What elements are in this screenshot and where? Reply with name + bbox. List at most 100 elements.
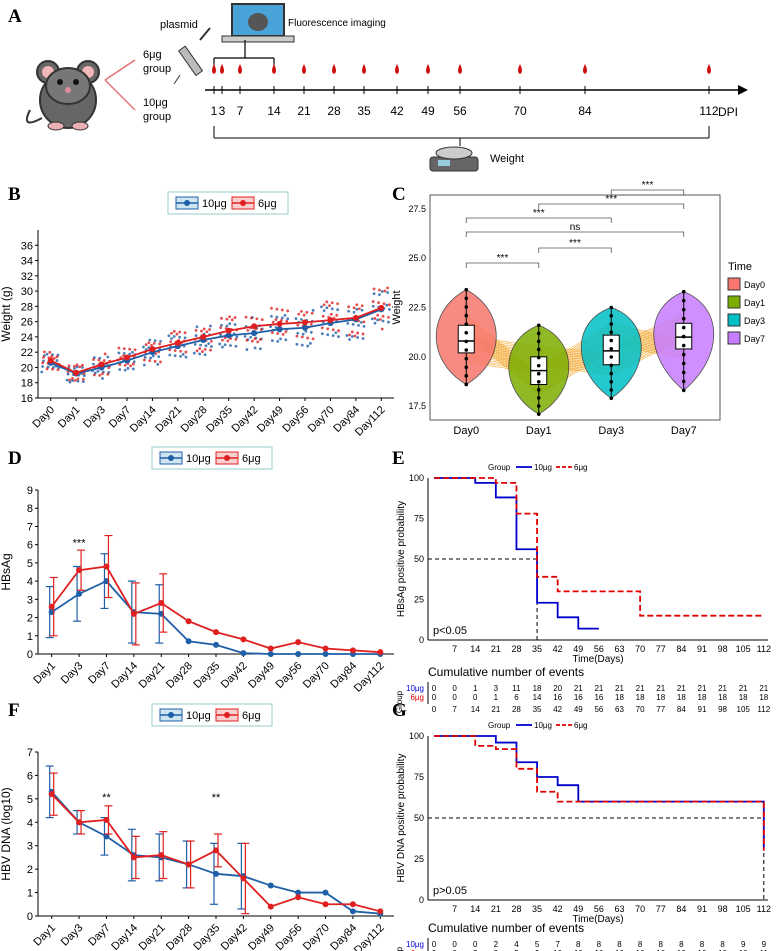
data-point bbox=[536, 379, 541, 384]
jitter-point bbox=[98, 373, 102, 377]
comparison-bracket bbox=[538, 203, 685, 209]
jitter-point bbox=[200, 350, 204, 353]
injection-drop-icon bbox=[302, 64, 306, 74]
data-point bbox=[536, 323, 541, 328]
x-tick-label: 35 bbox=[532, 644, 542, 654]
jitter-point bbox=[192, 351, 196, 355]
event-count-6ug: 0 bbox=[432, 693, 437, 702]
x-tick-label: Day35 bbox=[191, 922, 222, 951]
x-tick-label: Day14 bbox=[128, 404, 159, 435]
timeline-day-label: 28 bbox=[327, 104, 341, 118]
x-tick-label: 98 bbox=[718, 904, 728, 914]
y-axis-label: HBV DNA (log10) bbox=[0, 787, 13, 880]
p-value-label: p<0.05 bbox=[433, 625, 467, 637]
jitter-point bbox=[81, 377, 85, 381]
jitter-point bbox=[173, 349, 177, 352]
data-point bbox=[681, 361, 686, 366]
jitter-point bbox=[378, 318, 382, 321]
jitter-point bbox=[331, 334, 335, 338]
data-point bbox=[609, 322, 614, 326]
jitter-point bbox=[199, 343, 202, 347]
x-tick-label: Day56 bbox=[274, 922, 305, 951]
series-point bbox=[322, 645, 329, 652]
y-tick-label: 34 bbox=[21, 256, 33, 268]
jitter-point bbox=[334, 331, 338, 335]
x-tick-label: Day56 bbox=[280, 404, 311, 435]
event-x-label: 112 bbox=[757, 705, 770, 714]
y-tick-label: 100 bbox=[409, 473, 424, 483]
paired-line bbox=[466, 324, 684, 385]
event-x-label: 98 bbox=[718, 705, 727, 714]
event-x-label: 49 bbox=[574, 705, 583, 714]
event-count-6ug: 10 bbox=[739, 949, 748, 951]
jitter-point bbox=[351, 322, 355, 326]
jitter-point bbox=[387, 308, 391, 311]
jitter-point bbox=[92, 358, 95, 361]
y-tick-label: 6 bbox=[27, 770, 33, 782]
jitter-point bbox=[372, 287, 376, 291]
group-6ug-label: 6μg bbox=[143, 49, 162, 61]
jitter-point bbox=[172, 335, 176, 338]
jitter-point bbox=[356, 336, 360, 339]
timeline-day-label: 14 bbox=[267, 104, 281, 118]
x-tick-label: 42 bbox=[553, 644, 563, 654]
x-tick-label: Day28 bbox=[179, 404, 210, 435]
jitter-point bbox=[253, 346, 257, 350]
jitter-point bbox=[151, 354, 155, 358]
event-count-6ug: 10 bbox=[574, 949, 583, 951]
series-point bbox=[76, 590, 83, 597]
x-tick-label: Day49 bbox=[246, 660, 277, 691]
x-tick-label: 7 bbox=[452, 644, 457, 654]
jitter-point bbox=[152, 341, 156, 345]
series-point bbox=[322, 651, 329, 657]
x-tick-label: 84 bbox=[676, 904, 686, 914]
jitter-point bbox=[296, 331, 300, 335]
jitter-point bbox=[159, 360, 162, 364]
timeline-day-label: 1 bbox=[211, 104, 218, 118]
y-tick-label: 0 bbox=[27, 649, 33, 661]
event-count-6ug: 18 bbox=[615, 693, 624, 702]
jitter-point bbox=[150, 343, 153, 347]
data-point bbox=[536, 404, 541, 408]
jitter-point bbox=[382, 302, 386, 306]
jitter-point bbox=[71, 379, 74, 383]
jitter-point bbox=[276, 340, 280, 343]
jitter-point bbox=[117, 346, 121, 350]
panel-letter-b: B bbox=[8, 184, 21, 205]
jitter-point bbox=[178, 330, 182, 334]
data-point bbox=[536, 355, 541, 360]
x-tick-label: 77 bbox=[656, 644, 666, 654]
jitter-point bbox=[244, 315, 248, 319]
event-x-label: 35 bbox=[533, 705, 542, 714]
y-tick-label: 16 bbox=[21, 393, 33, 405]
legend-swatch bbox=[727, 277, 741, 291]
jitter-point bbox=[286, 317, 290, 321]
data-point bbox=[609, 363, 614, 368]
significance-label: ** bbox=[102, 792, 111, 804]
legend-label-6ug: 6μg bbox=[574, 463, 588, 472]
x-tick-label: 14 bbox=[470, 904, 480, 914]
legend-marker-6ug bbox=[240, 200, 246, 206]
jitter-point bbox=[376, 318, 380, 322]
data-point bbox=[681, 352, 686, 357]
series-point bbox=[103, 833, 110, 840]
jitter-point bbox=[360, 304, 364, 308]
jitter-point bbox=[309, 322, 313, 326]
jitter-point bbox=[271, 320, 275, 324]
x-tick-label: 105 bbox=[736, 644, 751, 654]
jitter-point bbox=[223, 336, 227, 340]
event-count-10ug: 5 bbox=[535, 940, 540, 949]
timeline-day-label: 84 bbox=[578, 104, 592, 118]
jitter-point bbox=[128, 352, 132, 356]
x-tick-label: Day21 bbox=[153, 404, 184, 435]
jitter-point bbox=[300, 343, 304, 347]
paired-line bbox=[466, 338, 684, 375]
series-point bbox=[302, 324, 308, 331]
x-tick-label: Day42 bbox=[219, 660, 250, 691]
jitter-point bbox=[329, 312, 333, 316]
event-count-6ug: 9 bbox=[535, 949, 540, 951]
jitter-point bbox=[219, 326, 223, 330]
jitter-point bbox=[173, 354, 177, 358]
event-count-6ug: 0 bbox=[473, 693, 478, 702]
